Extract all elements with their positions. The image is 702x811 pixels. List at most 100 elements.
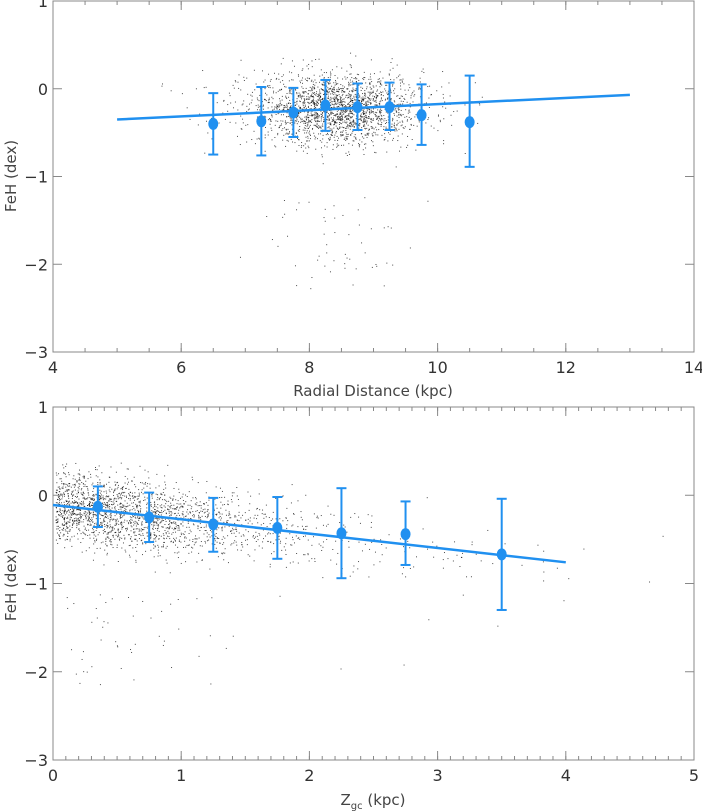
star-point (143, 487, 145, 489)
star-point (105, 524, 107, 526)
star-point (341, 88, 343, 90)
star-point (79, 520, 81, 522)
star-point (410, 95, 412, 97)
star-point (361, 116, 363, 118)
star-point (180, 506, 182, 508)
star-point (211, 531, 213, 533)
star-point (301, 86, 303, 88)
star-point (339, 122, 341, 124)
star-point (279, 532, 281, 534)
star-point (200, 519, 202, 521)
star-point (71, 526, 73, 528)
star-point (563, 600, 565, 602)
star-point (305, 526, 307, 528)
star-point (77, 517, 79, 519)
star-point (353, 140, 355, 142)
star-point (320, 88, 322, 90)
star-point (174, 528, 176, 530)
star-point (313, 105, 315, 107)
star-point (253, 69, 255, 71)
star-point (314, 94, 316, 96)
star-point (168, 524, 170, 526)
star-point (59, 499, 61, 501)
star-point (215, 536, 217, 538)
star-point (285, 129, 287, 131)
star-point (120, 488, 122, 490)
star-point (335, 83, 337, 85)
star-point (339, 522, 341, 524)
star-point (271, 116, 273, 118)
star-point (142, 534, 144, 536)
star-point (403, 546, 405, 548)
star-point (81, 551, 83, 553)
star-point (246, 544, 248, 546)
star-point (298, 75, 300, 77)
star-point (367, 132, 369, 134)
star-point (320, 96, 322, 98)
star-point (257, 539, 259, 541)
star-point (247, 109, 249, 111)
star-point (283, 108, 285, 110)
star-point (76, 525, 78, 527)
star-point (160, 510, 162, 512)
star-point (191, 546, 193, 548)
star-point (437, 114, 439, 116)
star-point (315, 100, 317, 102)
star-point (300, 112, 302, 114)
star-point (296, 209, 298, 211)
star-point (82, 500, 84, 502)
star-point (245, 519, 247, 521)
star-point (327, 97, 329, 99)
star-point (110, 531, 112, 533)
star-point (91, 504, 93, 506)
star-point (346, 531, 348, 533)
star-point (241, 541, 243, 543)
star-point (78, 505, 80, 507)
star-point (122, 542, 124, 544)
star-point (477, 122, 479, 124)
star-point (341, 115, 343, 117)
star-point (282, 109, 284, 111)
star-point (96, 617, 98, 619)
star-point (179, 529, 181, 531)
star-point (343, 111, 345, 113)
star-point (109, 516, 111, 518)
star-point (103, 498, 105, 500)
star-point (274, 124, 276, 126)
star-point (280, 123, 282, 125)
star-point (369, 95, 371, 97)
star-point (348, 118, 350, 120)
star-point (65, 521, 67, 523)
star-point (143, 499, 145, 501)
star-point (230, 544, 232, 546)
star-point (80, 516, 82, 518)
star-point (134, 509, 136, 511)
star-point (316, 515, 318, 517)
star-point (206, 517, 208, 519)
star-point (371, 126, 373, 128)
star-point (367, 96, 369, 98)
star-point (260, 524, 262, 526)
star-point (289, 117, 291, 119)
star-point (103, 503, 105, 505)
star-point (150, 501, 152, 503)
star-point (90, 476, 92, 478)
star-point (115, 500, 117, 502)
star-point (340, 104, 342, 106)
star-point (67, 493, 69, 495)
star-point (79, 480, 81, 482)
star-point (155, 522, 157, 524)
star-point (135, 503, 137, 505)
star-point (354, 122, 356, 124)
star-point (129, 556, 131, 558)
star-point (335, 97, 337, 99)
star-point (366, 104, 368, 106)
star-point (299, 100, 301, 102)
star-point (330, 99, 332, 101)
star-point (216, 102, 218, 104)
star-point (421, 70, 423, 72)
star-point (184, 515, 186, 517)
star-point (89, 500, 91, 502)
star-point (285, 95, 287, 97)
star-point (63, 510, 65, 512)
